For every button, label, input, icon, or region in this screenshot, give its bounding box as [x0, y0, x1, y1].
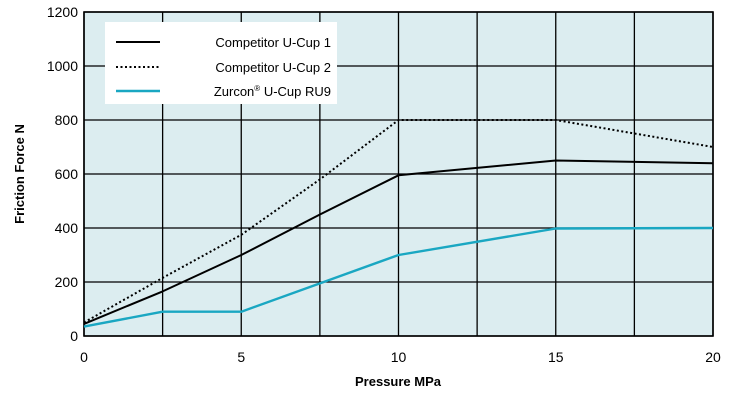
y-tick-label-6: 1200 [47, 4, 78, 20]
legend-label-u-cup-2: Competitor U-Cup 2 [215, 60, 331, 75]
x-tick-label-4: 20 [705, 349, 721, 365]
x-tick-label-3: 15 [548, 349, 564, 365]
y-tick-label-4: 800 [55, 112, 79, 128]
x-tick-label-0: 0 [80, 349, 88, 365]
plot-border [83, 11, 714, 337]
y-tick-label-1: 200 [55, 274, 79, 290]
legend-label-u-cup-1: Competitor U-Cup 1 [215, 35, 331, 50]
series-line-zurcon [83, 226, 714, 328]
series-lines [83, 119, 714, 328]
x-tick-label-1: 5 [237, 349, 245, 365]
legend-label-zurcon: Zurcon® U-Cup RU9 [214, 84, 331, 99]
series-line-u-cup-1 [83, 159, 714, 325]
y-tick-label-0: 0 [70, 328, 78, 344]
y-axis-title: Friction Force N [12, 124, 27, 224]
y-tick-label-3: 600 [55, 166, 79, 182]
x-axis-title: Pressure MPa [355, 374, 442, 389]
x-tick-label-2: 10 [391, 349, 407, 365]
y-tick-labels: 0 200 400 600 800 1000 1200 [47, 4, 78, 344]
series-line-u-cup-2 [83, 119, 714, 324]
legend-zurcon-rest: U-Cup RU9 [260, 84, 331, 99]
legend-zurcon-sup: ® [254, 84, 260, 93]
y-tick-label-2: 400 [55, 220, 79, 236]
legend-zurcon-main: Zurcon [214, 84, 254, 99]
y-tick-label-5: 1000 [47, 58, 78, 74]
legend: Competitor U-Cup 1 Competitor U-Cup 2 Zu… [105, 22, 337, 104]
x-tick-labels: 0 5 10 15 20 [80, 349, 721, 365]
